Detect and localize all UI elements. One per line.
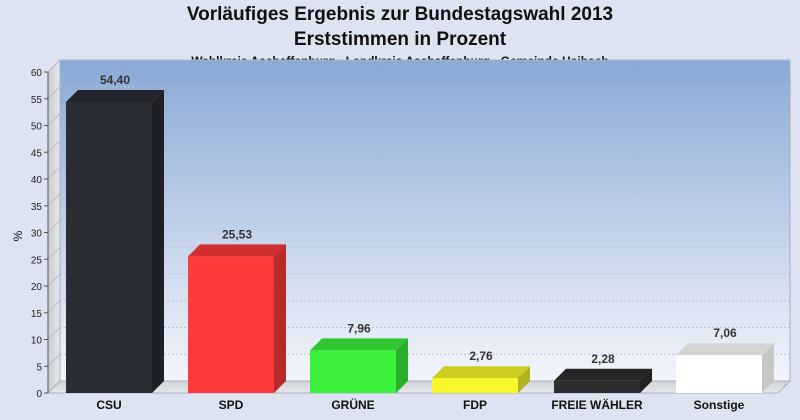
gridline-side xyxy=(47,113,61,126)
y-tick-label: 15 xyxy=(31,309,43,320)
y-tick-label: 10 xyxy=(31,336,43,347)
bar xyxy=(188,256,274,393)
bar-side xyxy=(152,89,164,394)
bar xyxy=(554,380,640,393)
bar-side xyxy=(762,343,774,393)
y-tick-label: 50 xyxy=(31,122,43,133)
y-tick-label: 40 xyxy=(31,175,43,186)
data-label: 7,06 xyxy=(713,326,737,340)
chart-title: Vorläufiges Ergebnis zur Bundestagswahl … xyxy=(186,4,614,25)
gridline-side xyxy=(47,327,61,340)
bar xyxy=(432,378,518,393)
gridline-side xyxy=(47,353,61,367)
gridline-side xyxy=(47,300,61,314)
bar-top xyxy=(66,89,164,102)
y-axis-label: % xyxy=(11,230,25,241)
x-tick-label: FREIE WÄHLER xyxy=(551,397,643,412)
gridline-side xyxy=(47,273,61,287)
y-tick-label: 0 xyxy=(36,389,42,400)
data-label: 2,76 xyxy=(469,349,493,363)
y-tick-label: 45 xyxy=(31,148,43,159)
gridline-side xyxy=(47,86,61,100)
chart-title-line-2: Erststimmen in Prozent xyxy=(293,29,507,50)
x-tick-label: SPD xyxy=(219,398,244,412)
bar-top xyxy=(554,368,652,381)
bar-top xyxy=(676,343,774,356)
gridline-side xyxy=(47,166,61,180)
y-tick-label: 55 xyxy=(31,95,43,106)
y-tick-label: 5 xyxy=(36,362,42,373)
bar-side xyxy=(640,368,652,393)
gridline-side xyxy=(47,246,61,260)
bar xyxy=(310,350,396,393)
gridline-side xyxy=(47,59,61,73)
gridline-side xyxy=(47,220,61,233)
gridline-side xyxy=(47,193,61,207)
gridline-side xyxy=(47,139,61,153)
bar xyxy=(66,101,152,394)
bar-top xyxy=(310,338,408,351)
bar-top xyxy=(432,366,530,379)
y-tick-label: 35 xyxy=(31,202,43,213)
bar-side xyxy=(518,366,530,393)
data-label: 54,40 xyxy=(100,73,130,87)
data-label: 25,53 xyxy=(222,227,252,241)
x-tick-label: CSU xyxy=(96,398,121,412)
x-tick-label: Sonstige xyxy=(694,398,745,412)
x-tick-label: GRÜNE xyxy=(331,397,374,412)
bar-top xyxy=(188,244,286,257)
bar-side xyxy=(396,338,408,393)
x-tick-label: FDP xyxy=(463,398,487,412)
bar-side xyxy=(274,244,286,393)
y-tick-label: 30 xyxy=(31,229,43,240)
data-label: 7,96 xyxy=(347,321,371,335)
y-tick-label: 25 xyxy=(31,255,43,266)
y-tick-label: 60 xyxy=(31,68,43,79)
bar xyxy=(676,355,762,393)
data-label: 2,28 xyxy=(591,352,615,366)
y-tick-label: 20 xyxy=(31,282,43,293)
